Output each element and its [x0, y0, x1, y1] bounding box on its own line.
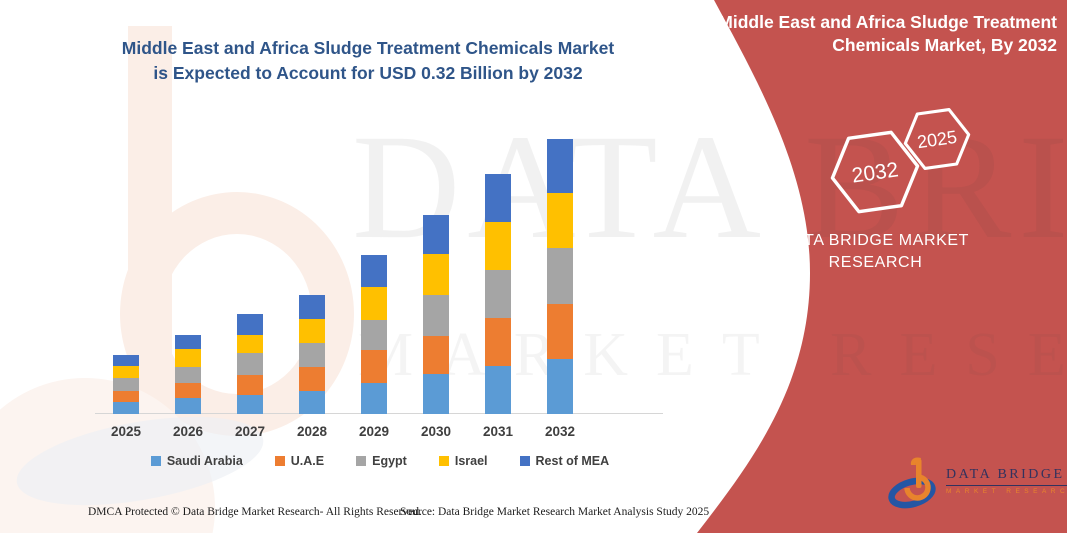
bar-2032: [547, 139, 573, 414]
hexagon-2025: 2025: [903, 107, 971, 171]
logo-b-bowl: [904, 474, 931, 501]
side-banner-path: [697, 0, 1067, 533]
company-logo-text: DATA BRIDGE MARKET RESEARCH: [946, 467, 1067, 495]
hexagon-2032-outline: [830, 130, 920, 214]
x-axis-label-2026: 2026: [172, 424, 204, 439]
bar-segment-rest-of-mea-2029: [361, 255, 387, 287]
legend-item-egypt: Egypt: [356, 454, 407, 468]
bar-segment-rest-of-mea-2030: [423, 215, 449, 254]
bar-segment-egypt-2025: [113, 378, 139, 391]
legend-item-israel: Israel: [438, 454, 488, 468]
bar-segment-saudi-arabia-2030: [423, 374, 449, 414]
bar-segment-israel-2031: [485, 222, 511, 270]
year-hexagons: 2032 2025: [830, 107, 971, 214]
bar-segment-rest-of-mea-2027: [237, 314, 263, 335]
chart-title: Middle East and Africa Sludge Treatment …: [121, 38, 615, 83]
bar-segment-egypt-2027: [237, 353, 263, 375]
bar-segment-saudi-arabia-2031: [485, 366, 511, 414]
bar-segment-saudi-arabia-2032: [547, 359, 573, 414]
bar-2028: [299, 295, 325, 414]
bar-segment-saudi-arabia-2027: [237, 395, 263, 414]
bar-segment-u-a-e-2030: [423, 336, 449, 374]
x-axis-label-2025: 2025: [110, 424, 142, 439]
company-logo-icon: [888, 457, 936, 509]
x-axis-label-2028: 2028: [296, 424, 328, 439]
bar-segment-u-a-e-2027: [237, 375, 263, 395]
logo-b-stem: [916, 459, 922, 488]
bar-segment-israel-2025: [113, 366, 139, 378]
bar-segment-rest-of-mea-2031: [485, 174, 511, 222]
bar-segment-egypt-2029: [361, 320, 387, 350]
x-axis-label-2031: 2031: [482, 424, 514, 439]
bar-2029: [361, 255, 387, 414]
bar-segment-egypt-2028: [299, 343, 325, 367]
legend-item-rest-of-mea: Rest of MEA: [519, 454, 610, 468]
bar-segment-israel-2026: [175, 349, 201, 367]
bar-segment-u-a-e-2032: [547, 304, 573, 359]
footer-source: Source: Data Bridge Market Research Mark…: [400, 506, 710, 518]
bar-segment-u-a-e-2026: [175, 383, 201, 398]
bar-segment-rest-of-mea-2025: [113, 355, 139, 366]
x-axis-label-2032: 2032: [544, 424, 576, 439]
bar-segment-rest-of-mea-2028: [299, 295, 325, 319]
bar-segment-israel-2029: [361, 287, 387, 320]
legend-swatch-icon: [519, 456, 530, 466]
legend-label: U.A.E: [290, 454, 325, 468]
bar-segment-egypt-2026: [175, 367, 201, 383]
footer-copyright: DMCA Protected © Data Bridge Market Rese…: [88, 506, 422, 518]
chart-legend: Saudi Arabia U.A.E Egypt Israel Rest of MEA: [90, 454, 670, 468]
bar-segment-u-a-e-2025: [113, 391, 139, 402]
brand-wordmark: DATA BRIDGE MARKET RESEARCH: [768, 230, 983, 275]
legend-swatch-icon: [150, 456, 161, 466]
x-axis-label-2029: 2029: [358, 424, 390, 439]
bar-segment-saudi-arabia-2028: [299, 391, 325, 414]
legend-label: Saudi Arabia: [166, 454, 243, 468]
x-axis-label-2030: 2030: [420, 424, 452, 439]
company-logo: DATA BRIDGE MARKET RESEARCH: [888, 450, 1067, 512]
legend-swatch-icon: [438, 456, 449, 466]
legend-swatch-icon: [274, 456, 285, 466]
bar-segment-rest-of-mea-2032: [547, 139, 573, 193]
bar-segment-egypt-2032: [547, 248, 573, 304]
bar-segment-saudi-arabia-2026: [175, 398, 201, 414]
bar-segment-u-a-e-2031: [485, 318, 511, 366]
bar-segment-egypt-2031: [485, 270, 511, 318]
bar-segment-u-a-e-2029: [361, 350, 387, 383]
brand-line1: DATA BRIDGE MARKET: [781, 232, 970, 249]
bar-2026: [175, 335, 201, 414]
hexagon-2032-label: 2032: [850, 158, 899, 187]
company-logo-subtitle: MARKET RESEARCH: [946, 488, 1067, 495]
bar-segment-israel-2027: [237, 335, 263, 353]
bar-segment-saudi-arabia-2029: [361, 383, 387, 414]
bar-segment-rest-of-mea-2026: [175, 335, 201, 349]
hexagon-2025-outline: [903, 107, 971, 171]
brand-line2: RESEARCH: [828, 254, 923, 272]
watermark-text-line2: MARKET RESEARCH: [358, 321, 1067, 389]
x-axis-label-2027: 2027: [234, 424, 266, 439]
logo-swoosh: [888, 477, 936, 509]
bar-2027: [237, 314, 263, 414]
bar-segment-israel-2028: [299, 319, 325, 343]
legend-item-saudi-arabia: Saudi Arabia: [150, 454, 243, 468]
bar-segment-israel-2032: [547, 193, 573, 248]
company-logo-name: DATA BRIDGE: [946, 467, 1067, 486]
bar-segment-saudi-arabia-2025: [113, 402, 139, 414]
bar-segment-israel-2030: [423, 254, 449, 295]
bar-2031: [485, 174, 511, 414]
legend-swatch-icon: [356, 456, 367, 466]
bar-segment-egypt-2030: [423, 295, 449, 336]
legend-label: Israel: [454, 454, 488, 468]
bar-segment-u-a-e-2028: [299, 367, 325, 391]
bar-2030: [423, 215, 449, 414]
legend-label: Egypt: [372, 454, 407, 468]
bar-2025: [113, 355, 139, 414]
legend-label: Rest of MEA: [535, 454, 610, 468]
banner-heading: Middle East and Africa Sludge Treatment …: [718, 12, 1057, 56]
legend-item-u-a-e: U.A.E: [274, 454, 325, 468]
